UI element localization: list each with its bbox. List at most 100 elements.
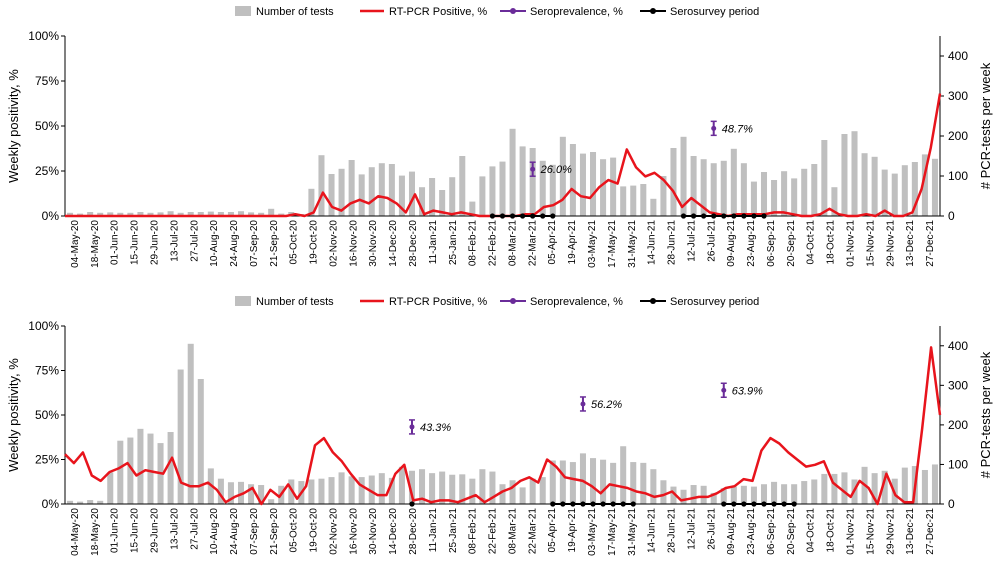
test-bar <box>600 159 607 216</box>
test-bar <box>388 164 395 216</box>
left-tick-label: 25% <box>35 453 59 467</box>
serosurvey-period-point <box>741 213 747 219</box>
test-bar <box>590 458 597 504</box>
test-bar <box>590 152 597 216</box>
legend-sero-dot <box>510 8 516 14</box>
test-bar <box>509 128 516 216</box>
test-bar <box>127 437 134 504</box>
x-tick-label: 01-Jun-20 <box>110 508 121 553</box>
test-bar <box>328 477 335 504</box>
x-tick-label: 13-Jul-20 <box>169 508 180 550</box>
x-tick-label: 22-Feb-21 <box>488 220 499 267</box>
x-tick-label: 11-Jan-21 <box>428 508 439 553</box>
x-tick-label: 05-Oct-20 <box>289 220 300 265</box>
test-bar <box>237 211 245 216</box>
right-tick-label: 400 <box>948 339 968 353</box>
test-bar <box>831 187 838 216</box>
test-bar <box>720 160 727 216</box>
x-tick-label: 08-Mar-21 <box>507 508 518 555</box>
legend-tests-swatch <box>235 6 251 16</box>
x-tick-label: 13-Dec-21 <box>905 508 916 555</box>
legend-period-dot <box>650 8 656 14</box>
legend-bottom: Number of tests RT-PCR Positive, % Serop… <box>235 296 759 308</box>
legend-sero-dot <box>510 298 516 304</box>
right-tick-label: 300 <box>948 378 968 392</box>
test-bar <box>187 212 194 216</box>
test-bar <box>67 500 74 504</box>
test-bar <box>569 144 576 216</box>
y-axis-title: Weekly positivity, % <box>6 358 21 472</box>
left-tick-label: 75% <box>35 74 59 88</box>
x-tick-label: 01-Nov-21 <box>846 508 857 555</box>
test-bar <box>117 440 124 504</box>
x-tick-label: 17-May-21 <box>607 508 618 556</box>
x-tick-label: 25-Jan-21 <box>448 220 459 265</box>
test-bar <box>318 155 325 216</box>
test-bar <box>539 160 546 216</box>
test-bar <box>368 475 375 504</box>
left-tick-label: 50% <box>35 408 59 422</box>
test-bar <box>771 180 778 216</box>
test-bar <box>147 433 154 504</box>
seroprevalence-point <box>530 166 536 172</box>
x-tick-label: 13-Dec-21 <box>905 220 916 267</box>
x-tick-label: 22-Feb-21 <box>488 508 499 555</box>
left-tick-label: 100% <box>28 319 59 333</box>
test-bar <box>670 486 677 504</box>
left-tick-label: 0% <box>42 209 60 223</box>
serosurvey-period-point <box>530 213 536 219</box>
test-bar <box>237 481 245 504</box>
test-bar <box>398 466 405 504</box>
legend-pcr-label: RT-PCR Positive, % <box>389 6 487 18</box>
test-bar <box>368 167 375 216</box>
x-tick-label: 19-Oct-20 <box>309 220 320 265</box>
serosurvey-period-point <box>731 213 737 219</box>
x-tick-label: 18-May-20 <box>90 508 101 556</box>
x-tick-label: 02-Nov-20 <box>329 508 340 555</box>
serosurvey-period-point <box>570 501 576 507</box>
test-bar <box>831 473 838 504</box>
test-bar <box>700 159 707 216</box>
test-bar <box>781 171 788 216</box>
serosurvey-period-point <box>550 213 556 219</box>
test-bar <box>348 160 355 216</box>
test-bar <box>730 486 737 504</box>
legend-sero-label: Seroprevalence, % <box>530 6 623 18</box>
x-tick-label: 24-Aug-20 <box>229 508 240 555</box>
x-tick-label: 31-May-21 <box>627 508 638 556</box>
x-tick-label: 19-Apr-21 <box>567 220 578 265</box>
x-tick-label: 27-Jul-20 <box>189 508 200 550</box>
test-bar <box>147 212 154 216</box>
x-tick-label: 02-Nov-20 <box>329 220 340 267</box>
legend-period-dot <box>650 298 656 304</box>
x-tick-label: 14-Dec-20 <box>388 508 399 555</box>
x-tick-label: 30-Nov-20 <box>368 220 379 267</box>
x-tick-label: 28-Dec-20 <box>408 508 419 555</box>
test-bar <box>117 212 124 216</box>
test-bar <box>579 453 586 504</box>
test-bar <box>157 212 164 216</box>
x-tick-label: 21-Sep-20 <box>269 508 280 555</box>
test-bar <box>439 471 446 504</box>
test-bar <box>67 212 74 216</box>
test-bar <box>338 472 345 504</box>
test-bar <box>519 146 526 216</box>
test-bar <box>87 212 94 216</box>
serosurvey-period-point <box>630 501 636 507</box>
test-bar <box>620 186 627 216</box>
right-tick-label: 100 <box>948 169 968 183</box>
seroprevalence-label: 63.9% <box>732 385 763 397</box>
test-bar <box>288 479 295 504</box>
test-bar <box>227 482 234 504</box>
x-tick-label: 03-May-21 <box>587 220 598 268</box>
test-bar <box>217 212 224 216</box>
test-bar <box>771 481 778 504</box>
test-bar <box>791 484 798 504</box>
right-tick-label: 0 <box>948 497 955 511</box>
test-bar <box>489 471 496 504</box>
legend-pcr-label: RT-PCR Positive, % <box>389 296 487 308</box>
serosurvey-period-point <box>791 501 797 507</box>
left-tick-label: 25% <box>35 164 59 178</box>
x-tick-label: 22-Mar-21 <box>527 508 538 555</box>
test-bar <box>107 472 114 504</box>
